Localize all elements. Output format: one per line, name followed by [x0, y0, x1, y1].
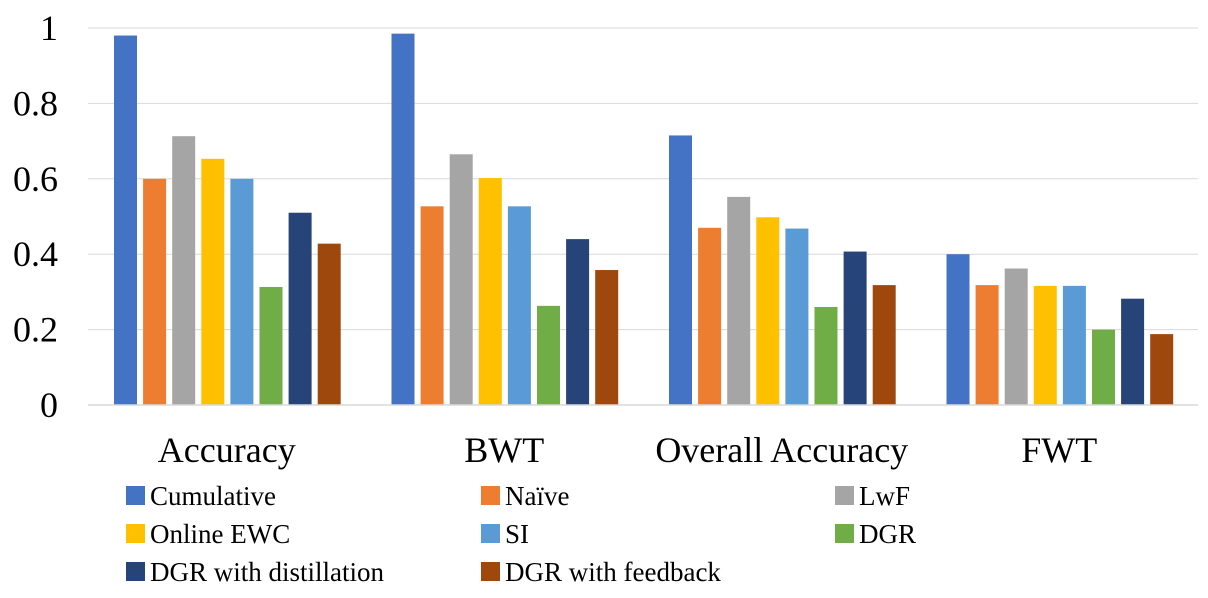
- y-tick-label: 0: [40, 385, 58, 425]
- y-tick-label: 0.6: [13, 159, 58, 199]
- bar-online-ewc-accuracy: [201, 158, 225, 405]
- bar-si-bwt: [507, 206, 531, 405]
- legend-swatch: [481, 524, 500, 543]
- bar-si-fwt: [1062, 285, 1086, 405]
- y-tick-label: 0.2: [13, 310, 58, 350]
- bar-dgr-with-feedback-bwt: [595, 270, 619, 405]
- x-category-label: Accuracy: [158, 430, 296, 470]
- x-category-label: FWT: [1021, 430, 1097, 470]
- bar-lwf-overall-accuracy: [727, 196, 751, 405]
- bar-cumulative-accuracy: [114, 35, 137, 405]
- grid-lines: [88, 27, 1198, 331]
- y-tick-label: 0.4: [13, 234, 58, 274]
- bar-dgr-with-feedback-fwt: [1150, 334, 1174, 405]
- y-axis-tick-labels: 0 0.2 0.4 0.6 0.8 1: [13, 8, 58, 425]
- bar-online-ewc-overall-accuracy: [756, 217, 780, 405]
- bar-lwf-fwt: [1004, 268, 1028, 405]
- legend-label: DGR with distillation: [150, 557, 385, 587]
- y-tick-label: 0.8: [13, 83, 58, 123]
- legend-label: SI: [505, 519, 529, 549]
- legend: Cumulative Naïve LwF Online EWC SI DGR DGR wit…: [126, 481, 916, 587]
- bar-dgr-accuracy: [259, 286, 283, 405]
- bar-dgr-with-feedback-accuracy: [317, 243, 341, 405]
- bar-lwf-accuracy: [172, 136, 196, 405]
- x-category-label: Overall Accuracy: [655, 430, 908, 470]
- legend-swatch: [126, 562, 145, 581]
- bar-dgr-with-distillation-bwt: [566, 239, 590, 405]
- legend-label: DGR with feedback: [505, 557, 721, 587]
- bar-na-ve-accuracy: [143, 178, 167, 405]
- bar-cumulative-bwt: [391, 33, 415, 405]
- bar-na-ve-overall-accuracy: [698, 227, 722, 405]
- legend-label: LwF: [859, 481, 910, 511]
- bar-cumulative-fwt: [946, 254, 970, 405]
- bar-na-ve-fwt: [975, 285, 999, 405]
- bar-dgr-with-feedback-overall-accuracy: [872, 285, 896, 405]
- bar-dgr-fwt: [1092, 329, 1115, 405]
- bar-dgr-with-distillation-accuracy: [288, 212, 312, 405]
- legend-swatch: [481, 562, 500, 581]
- legend-swatch: [835, 524, 854, 543]
- legend-swatch: [126, 524, 145, 543]
- bars: [114, 33, 1174, 405]
- y-tick-label: 1: [40, 8, 58, 48]
- bar-si-accuracy: [230, 178, 254, 405]
- bar-dgr-with-distillation-fwt: [1121, 298, 1145, 405]
- legend-swatch: [835, 486, 854, 505]
- legend-label: DGR: [859, 519, 916, 549]
- x-category-label: BWT: [464, 430, 544, 470]
- legend-label: Naïve: [505, 481, 569, 511]
- bar-na-ve-bwt: [420, 206, 444, 405]
- legend-label: Online EWC: [150, 519, 290, 549]
- legend-swatch: [481, 486, 500, 505]
- bar-si-overall-accuracy: [785, 228, 809, 405]
- x-axis-category-labels: Accuracy BWT Overall Accuracy FWT: [158, 430, 1097, 470]
- bar-online-ewc-bwt: [478, 178, 502, 405]
- bar-dgr-overall-accuracy: [814, 306, 838, 405]
- bar-cumulative-overall-accuracy: [669, 135, 692, 405]
- bar-lwf-bwt: [449, 154, 473, 405]
- legend-label: Cumulative: [150, 481, 276, 511]
- bar-dgr-with-distillation-overall-accuracy: [843, 251, 867, 405]
- legend-swatch: [126, 486, 145, 505]
- bar-dgr-bwt: [537, 305, 560, 405]
- bar-online-ewc-fwt: [1033, 285, 1057, 405]
